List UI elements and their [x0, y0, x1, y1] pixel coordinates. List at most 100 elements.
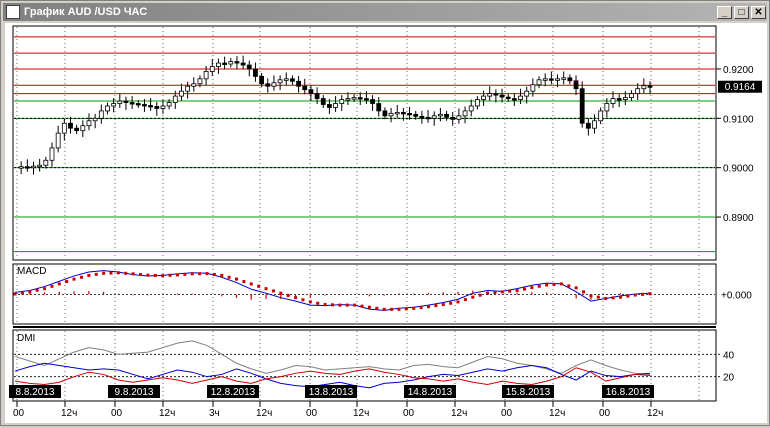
candle-body: [327, 104, 332, 108]
macd-signal-point: [545, 283, 549, 287]
macd-signal-point: [294, 296, 298, 300]
date-label: 12.8.2013: [211, 387, 256, 398]
macd-signal-point: [419, 305, 423, 309]
candle-body: [320, 98, 326, 105]
title-bar[interactable]: График AUD /USD ЧАС _ □ ✕: [3, 3, 767, 21]
candle-body: [388, 112, 394, 117]
macd-signal-point: [227, 275, 231, 279]
maximize-button[interactable]: □: [734, 6, 749, 19]
candle-body: [629, 93, 634, 98]
macd-signal-point: [633, 293, 637, 297]
candle-body: [647, 85, 653, 88]
macd-indicator: [13, 270, 715, 311]
macd-signal-point: [574, 286, 578, 290]
close-button[interactable]: ✕: [751, 6, 766, 19]
hour-label: 12ч: [61, 408, 77, 419]
macd-signal-point: [124, 271, 128, 275]
macd-signal-point: [235, 277, 239, 281]
candle-body: [364, 98, 369, 101]
dmi-line: [14, 340, 651, 375]
candle-body: [592, 120, 597, 129]
candle-body: [302, 85, 308, 91]
candle-body: [487, 93, 493, 97]
macd-signal-point: [589, 294, 593, 298]
macd-signal-point: [596, 295, 600, 299]
candle-body: [308, 89, 314, 95]
candle-body: [154, 106, 160, 109]
candle-body: [370, 99, 375, 104]
candle-body: [493, 93, 499, 96]
macd-label: MACD: [17, 266, 46, 277]
hour-label: 00: [306, 408, 318, 419]
candle-body: [394, 111, 400, 115]
date-labels: 8.8.2013 9.8.2013 12.8.2013 13.8.2013 14.8.2…: [9, 385, 654, 398]
macd-signal-point: [301, 298, 305, 302]
macd-signal-point: [331, 303, 334, 307]
macd-signal-point: [434, 304, 438, 308]
candle-body: [203, 71, 209, 80]
candle-body: [351, 97, 357, 100]
candle-body: [228, 61, 234, 65]
chart-canvas[interactable]: 0.9200 0.9100 0.9000 0.8900 0.9164 MACD +0.…: [5, 23, 767, 423]
price-tick-label: 0.9200: [723, 65, 754, 76]
date-label: 16.8.2013: [606, 387, 651, 398]
macd-signal-point: [43, 287, 47, 291]
candle-body: [92, 117, 98, 122]
macd-signal-point: [257, 284, 261, 288]
dmi-label: DMI: [17, 333, 35, 344]
candle-body: [518, 95, 523, 100]
candle-body: [240, 62, 246, 66]
macd-signal-point: [94, 272, 98, 276]
price-panel[interactable]: [12, 25, 717, 261]
macd-signal-point: [426, 305, 430, 309]
candle-body: [536, 79, 542, 86]
candle-body: [511, 98, 517, 101]
macd-signal-point: [65, 280, 69, 284]
macd-signal-point: [35, 288, 39, 292]
candle-body: [481, 95, 486, 100]
candle-body: [117, 100, 123, 104]
window-title: График AUD /USD ЧАС: [24, 6, 148, 18]
date-label-box: [305, 385, 357, 398]
macd-signal-point: [153, 273, 157, 277]
minimize-button[interactable]: _: [717, 6, 732, 19]
hour-label: 12ч: [353, 408, 369, 419]
candle-body: [86, 120, 92, 127]
candle-body: [191, 83, 197, 87]
candle-body: [234, 61, 240, 64]
candle-body: [437, 113, 443, 117]
macd-signal-point: [102, 271, 106, 275]
candle-body: [49, 147, 55, 161]
macd-signal-point: [626, 294, 630, 298]
date-label-box: [9, 385, 61, 398]
candle-body: [129, 102, 135, 105]
candle-body: [216, 62, 221, 67]
candle-body: [567, 77, 573, 82]
hour-label: 12ч: [159, 408, 175, 419]
candle-body: [431, 115, 437, 119]
chart-area[interactable]: 0.9200 0.9100 0.9000 0.8900 0.9164 MACD +0.…: [5, 23, 767, 423]
candle-body: [616, 98, 622, 101]
candle-body: [277, 79, 283, 84]
macd-signal-point: [175, 273, 179, 277]
candle-body: [610, 98, 616, 104]
macd-signal-point: [72, 277, 76, 281]
candle-body: [68, 122, 73, 129]
candle-body: [468, 105, 474, 112]
macd-signal-point: [168, 273, 172, 277]
macd-signal-point: [220, 273, 224, 277]
macd-signal-point: [20, 291, 24, 295]
date-label: 8.8.2013: [16, 387, 55, 398]
macd-signal-point: [353, 303, 357, 307]
candle-body: [296, 80, 301, 87]
candle-body: [357, 97, 363, 100]
candles: [18, 55, 653, 175]
macd-signal-point: [13, 292, 17, 296]
candle-body: [561, 77, 567, 80]
macd-signal-point: [508, 289, 512, 293]
candle-body: [462, 110, 468, 117]
date-label-box: [207, 385, 259, 398]
candle-body: [18, 166, 24, 169]
macd-signal-point: [493, 291, 497, 295]
